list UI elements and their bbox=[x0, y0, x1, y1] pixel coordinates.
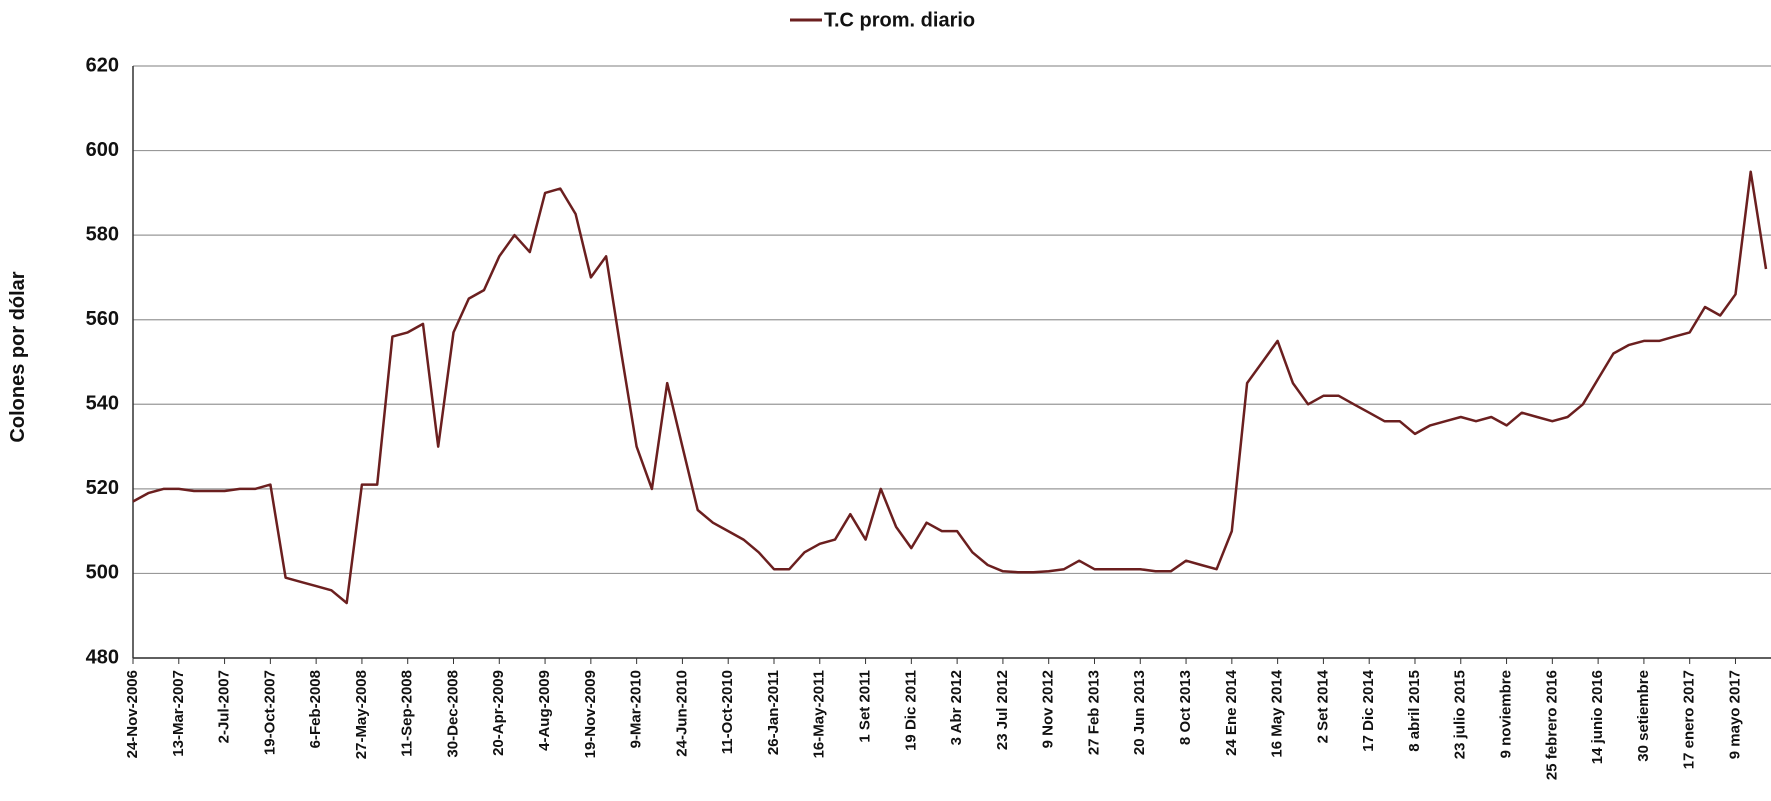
x-tick-label: 9-Mar-2010 bbox=[628, 670, 645, 748]
x-tick-label: 30 setiembre bbox=[1635, 670, 1652, 762]
y-tick-label: 480 bbox=[86, 646, 119, 668]
x-tick-label: 1 Set 2011 bbox=[857, 670, 874, 743]
x-tick-label: 24-Nov-2006 bbox=[124, 670, 141, 758]
x-tick-label: 17 Dic 2014 bbox=[1360, 669, 1377, 751]
x-tick-label: 11-Sep-2008 bbox=[399, 670, 416, 757]
x-tick-label: 20 Jun 2013 bbox=[1131, 670, 1148, 755]
x-tick-label: 9 mayo 2017 bbox=[1726, 670, 1743, 759]
x-tick-label: 24-Jun-2010 bbox=[673, 670, 690, 757]
y-tick-label: 620 bbox=[86, 54, 119, 76]
x-tick-label: 8 abril 2015 bbox=[1406, 670, 1423, 752]
x-tick-label: 19-Nov-2009 bbox=[582, 670, 599, 758]
x-tick-label: 8 Oct 2013 bbox=[1177, 670, 1194, 745]
y-tick-label: 600 bbox=[86, 139, 119, 161]
legend-label: T.C prom. diario bbox=[824, 9, 975, 31]
x-tick-label: 23 Jul 2012 bbox=[994, 670, 1011, 750]
x-tick-label: 30-Dec-2008 bbox=[444, 670, 461, 758]
x-tick-label: 6-Feb-2008 bbox=[307, 670, 324, 748]
x-tick-label: 19-Oct-2007 bbox=[261, 670, 278, 755]
x-tick-label: 25 febrero 2016 bbox=[1543, 670, 1560, 780]
x-tick-label: 27 Feb 2013 bbox=[1085, 670, 1102, 755]
x-tick-label: 9 noviembre bbox=[1498, 670, 1515, 758]
x-tick-label: 2 Set 2014 bbox=[1314, 669, 1331, 743]
x-tick-label: 2-Jul-2007 bbox=[216, 670, 233, 743]
x-tick-label: 3 Abr 2012 bbox=[948, 670, 965, 745]
x-tick-label: 9 Nov 2012 bbox=[1040, 670, 1057, 748]
x-tick-label: 26-Jan-2011 bbox=[765, 670, 782, 755]
x-tick-label: 14 junio 2016 bbox=[1589, 670, 1606, 764]
y-tick-label: 540 bbox=[86, 393, 119, 415]
y-tick-label: 500 bbox=[86, 562, 119, 584]
y-tick-label: 520 bbox=[86, 477, 119, 499]
y-axis-label: Colones por dólar bbox=[7, 271, 29, 442]
y-tick-label: 560 bbox=[86, 308, 119, 330]
x-tick-label: 13-Mar-2007 bbox=[170, 670, 187, 757]
series-line bbox=[132, 170, 1768, 605]
x-tick-label: 27-May-2008 bbox=[353, 670, 370, 759]
x-tick-label: 23 julio 2015 bbox=[1452, 670, 1469, 759]
x-tick-label: 17 enero 2017 bbox=[1681, 670, 1698, 769]
x-tick-label: 11-Oct-2010 bbox=[719, 670, 736, 754]
x-tick-label: 24 Ene 2014 bbox=[1223, 669, 1240, 756]
y-tick-label: 580 bbox=[86, 223, 119, 245]
x-tick-label: 16 May 2014 bbox=[1269, 669, 1286, 757]
x-tick-label: 19 Dic 2011 bbox=[902, 670, 919, 751]
x-tick-label: 16-May-2011 bbox=[811, 670, 828, 758]
x-tick-label: 4-Aug-2009 bbox=[536, 670, 553, 751]
x-tick-label: 20-Apr-2009 bbox=[490, 670, 507, 756]
